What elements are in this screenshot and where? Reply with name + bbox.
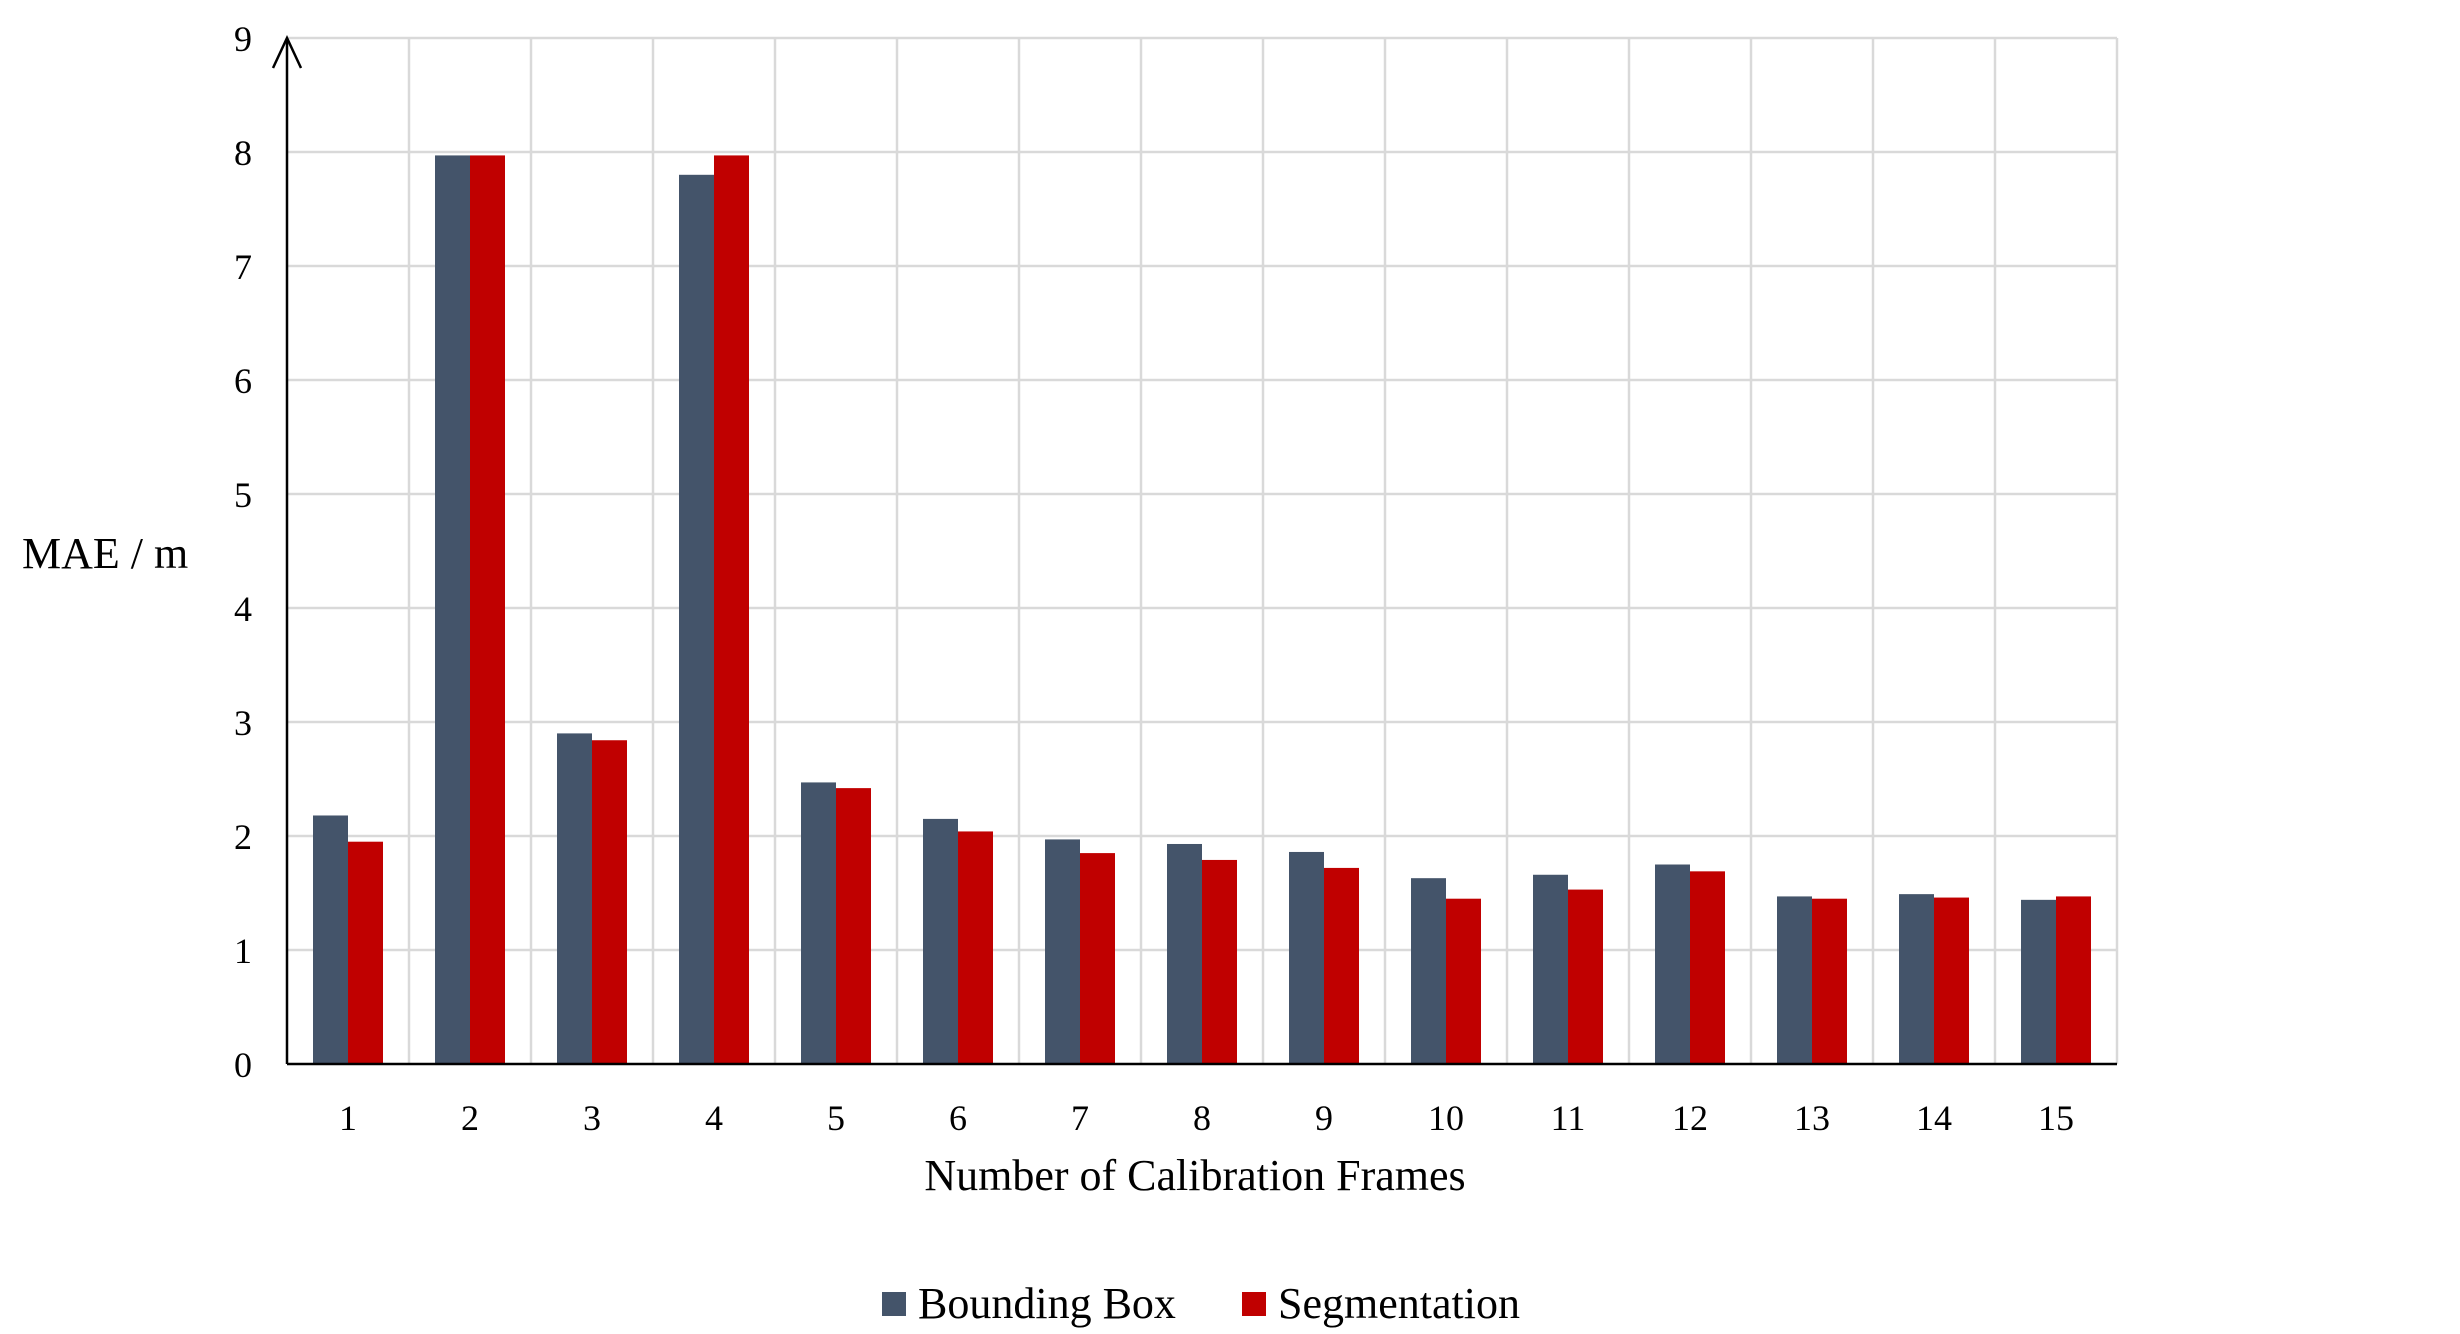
- bar-bounding-box-12: [1655, 864, 1690, 1064]
- bar-segmentation-13: [1812, 898, 1847, 1064]
- x-tick-label: 11: [1551, 1098, 1586, 1138]
- bar-bounding-box-7: [1045, 839, 1080, 1064]
- bar-bounding-box-15: [2021, 899, 2056, 1064]
- bar-segmentation-4: [714, 155, 749, 1065]
- y-axis-title: MAE / m: [22, 529, 188, 578]
- bar-segmentation-11: [1568, 889, 1603, 1064]
- bar-bounding-box-1: [313, 815, 348, 1064]
- y-tick-label: 8: [234, 133, 252, 173]
- y-tick-label: 5: [234, 475, 252, 515]
- y-tick-labels: 0 1 2 3 4 5 6 7 8 9: [234, 19, 252, 1085]
- x-tick-label: 7: [1071, 1098, 1089, 1138]
- bar-bounding-box-4: [679, 174, 714, 1065]
- bar-bounding-box-10: [1411, 878, 1446, 1064]
- axes: [271, 35, 2117, 1066]
- bar-bounding-box-8: [1167, 843, 1202, 1064]
- x-axis-title: Number of Calibration Frames: [924, 1151, 1465, 1200]
- bar-segmentation-2: [470, 155, 505, 1065]
- x-tick-label: 15: [2038, 1098, 2074, 1138]
- bar-segmentation-7: [1080, 853, 1115, 1064]
- bar-segmentation-3: [592, 740, 627, 1064]
- y-tick-label: 2: [234, 817, 252, 857]
- x-tick-label: 1: [339, 1098, 357, 1138]
- bar-segmentation-15: [2056, 896, 2091, 1064]
- bar-bounding-box-5: [801, 782, 836, 1064]
- x-tick-label: 5: [827, 1098, 845, 1138]
- y-tick-label: 0: [234, 1045, 252, 1085]
- x-tick-label: 12: [1672, 1098, 1708, 1138]
- bar-segmentation-8: [1202, 859, 1237, 1064]
- legend-swatch-segmentation: [1242, 1292, 1266, 1316]
- bar-segmentation-9: [1324, 867, 1359, 1064]
- x-tick-label: 8: [1193, 1098, 1211, 1138]
- bar-segmentation-1: [348, 841, 383, 1064]
- x-tick-label: 14: [1916, 1098, 1952, 1138]
- y-tick-label: 3: [234, 703, 252, 743]
- legend: Bounding Box Segmentation: [882, 1279, 1520, 1328]
- bar-bounding-box-14: [1899, 894, 1934, 1064]
- legend-label-bounding-box: Bounding Box: [918, 1279, 1176, 1328]
- x-tick-label: 10: [1428, 1098, 1464, 1138]
- y-tick-label: 9: [234, 19, 252, 59]
- bar-segmentation-6: [958, 831, 993, 1064]
- bar-bounding-box-9: [1289, 851, 1324, 1064]
- legend-label-segmentation: Segmentation: [1278, 1279, 1520, 1328]
- bar-segmentation-5: [836, 788, 871, 1064]
- y-tick-label: 1: [234, 931, 252, 971]
- bars: [313, 155, 2091, 1065]
- bar-segmentation-10: [1446, 898, 1481, 1064]
- bar-segmentation-12: [1690, 871, 1725, 1064]
- bar-bounding-box-3: [557, 733, 592, 1064]
- x-tick-label: 4: [705, 1098, 723, 1138]
- x-tick-label: 6: [949, 1098, 967, 1138]
- bar-bounding-box-13: [1777, 896, 1812, 1064]
- bar-bounding-box-6: [923, 818, 958, 1064]
- x-tick-label: 2: [461, 1098, 479, 1138]
- x-tick-labels: 1 2 3 4 5 6 7 8 9 10 11 12 13 14 15: [339, 1098, 2074, 1138]
- y-tick-label: 4: [234, 589, 252, 629]
- bar-segmentation-14: [1934, 897, 1969, 1064]
- gridlines: [287, 36, 2119, 1064]
- bar-bounding-box-2: [435, 155, 470, 1065]
- x-tick-label: 9: [1315, 1098, 1333, 1138]
- bar-bounding-box-11: [1533, 874, 1568, 1064]
- y-axis-arrow-icon: [271, 35, 303, 69]
- x-tick-label: 13: [1794, 1098, 1830, 1138]
- x-tick-label: 3: [583, 1098, 601, 1138]
- legend-swatch-bounding-box: [882, 1292, 906, 1316]
- y-tick-label: 6: [234, 361, 252, 401]
- y-tick-label: 7: [234, 247, 252, 287]
